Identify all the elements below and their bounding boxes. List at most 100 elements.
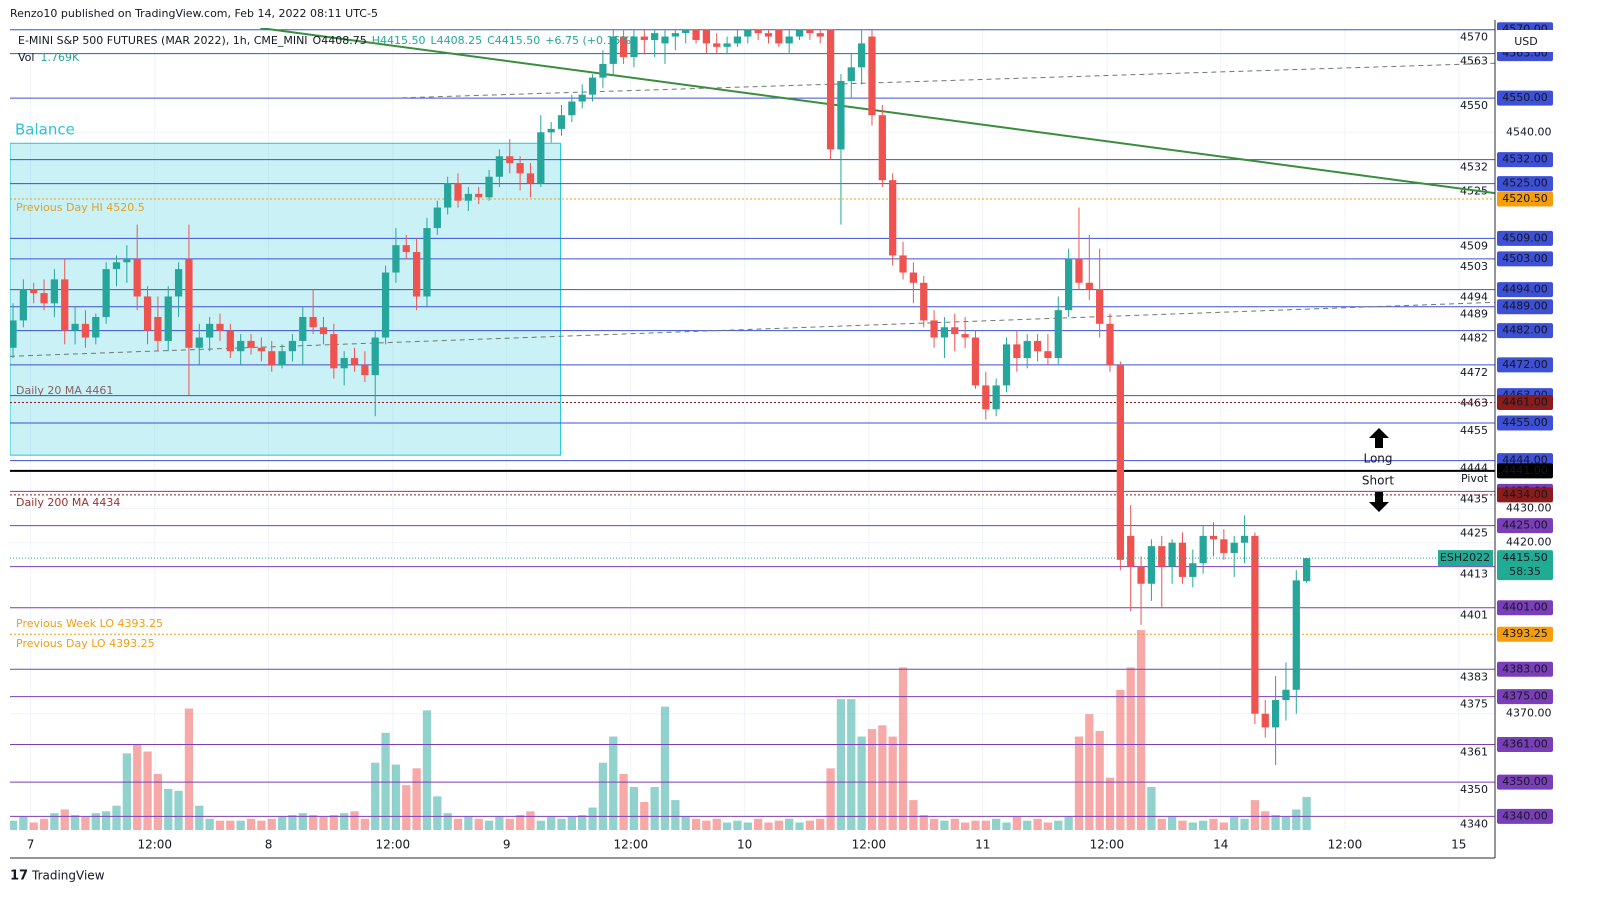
ohlc-value: L4408.25 [430,34,482,47]
volume-bar [836,699,846,830]
volume-bar [888,736,897,830]
last-price-box [1497,550,1553,581]
level-label: 4494.00 [1502,283,1548,296]
annotation: Short [1362,474,1394,488]
candle-body [940,327,949,338]
volume-bar [1167,816,1177,830]
candle-body [671,33,679,37]
volume-bar [91,813,100,830]
level-label-box [1497,736,1553,752]
candle-body [930,320,938,338]
candle-body [464,193,472,201]
candle-body [619,36,628,58]
volume-bar [153,773,163,830]
volume-bar [660,706,670,830]
candle-body [102,269,110,317]
volume-bar [1261,811,1270,830]
x-tick-label: 12:00 [614,838,649,852]
volume-bar [112,805,121,830]
volume-bar [505,818,514,830]
level-tag: 4494 [1460,291,1488,304]
candle-body [10,320,17,348]
level-label: 4550.00 [1502,91,1548,104]
candle-body [806,29,814,34]
candle-body [247,340,255,348]
volume-bar [257,820,266,830]
volume-bar [29,822,38,830]
volume-bar [1074,736,1084,830]
volume-bar [329,815,338,830]
candle-body [174,269,183,297]
candle-body [392,245,400,273]
volume-bar [909,800,918,830]
volume-bar [536,820,545,830]
candle-body [1158,546,1166,567]
axes: 7 12:00 8 12:00 9 12:00 10 12:00 11 12:00 14 12:00 1… [27,22,1553,852]
volume-bar [992,818,1001,830]
candle-body [889,180,897,256]
candle-body [971,337,980,386]
candle-body [92,316,100,338]
candle-body [1096,289,1104,324]
volume-bar [360,818,370,830]
volume-bar [774,820,783,830]
volume-bar [205,818,214,830]
balance-zone [10,142,561,456]
candle-body [444,183,452,208]
candle-body [402,245,410,253]
volume-bar [515,815,525,830]
volume-bar [743,822,752,830]
candle-body [795,29,804,37]
countdown: 58:35 [1509,565,1541,578]
volume-bar [50,813,59,830]
level-label: 4383.00 [1502,662,1548,675]
level-tag: 4383 [1460,670,1488,683]
candle-body [185,258,193,348]
level-label-box [1497,600,1553,616]
volume-bar [174,790,183,830]
candle-body [1002,344,1011,386]
candle-body [1013,344,1021,359]
candle-body [485,176,493,198]
annotation: Daily 200 MA 4434 [16,496,120,509]
candle-body [1033,340,1042,352]
volume-bar [298,813,307,830]
volume-bar [277,816,287,830]
candle-body [1230,542,1238,553]
level-label: 4520.50 [1502,192,1548,205]
symbol: ESH2022 [1440,551,1490,564]
candle-body [568,101,576,116]
candle-body [330,334,338,369]
level-tag: 4463 [1460,397,1488,410]
volume-bar [878,725,887,830]
volume-bar [733,820,742,830]
volume-bar [433,796,442,830]
volume-bar [960,822,970,830]
volume-bar [609,736,618,830]
volume-bar [215,820,225,830]
candle-body [1064,258,1073,311]
volume-bar [391,764,401,830]
volume-bar [816,818,825,830]
level-tag: 4532 [1460,161,1488,174]
candle-body [506,156,514,164]
candle-body [775,29,783,44]
candle-body [81,323,90,338]
candle-body [50,279,59,304]
level-label-box [1497,176,1553,192]
volume-bar [402,785,411,830]
candle-body [920,282,928,321]
candle-body [1303,558,1311,582]
candle-body [609,36,617,64]
plot: 4570456345504532452545094503449444894482… [10,28,1495,830]
trendline [260,28,1495,195]
volume-bar [1199,820,1208,830]
x-tick-label: 12:00 [852,838,887,852]
candle-body [1044,351,1052,359]
level-label-box [1497,299,1553,315]
candle-body [1147,546,1156,584]
volume-bar [754,818,763,830]
candle-body [30,289,38,294]
volume-bar [1209,818,1218,830]
x-tick-label: 11 [975,838,990,852]
